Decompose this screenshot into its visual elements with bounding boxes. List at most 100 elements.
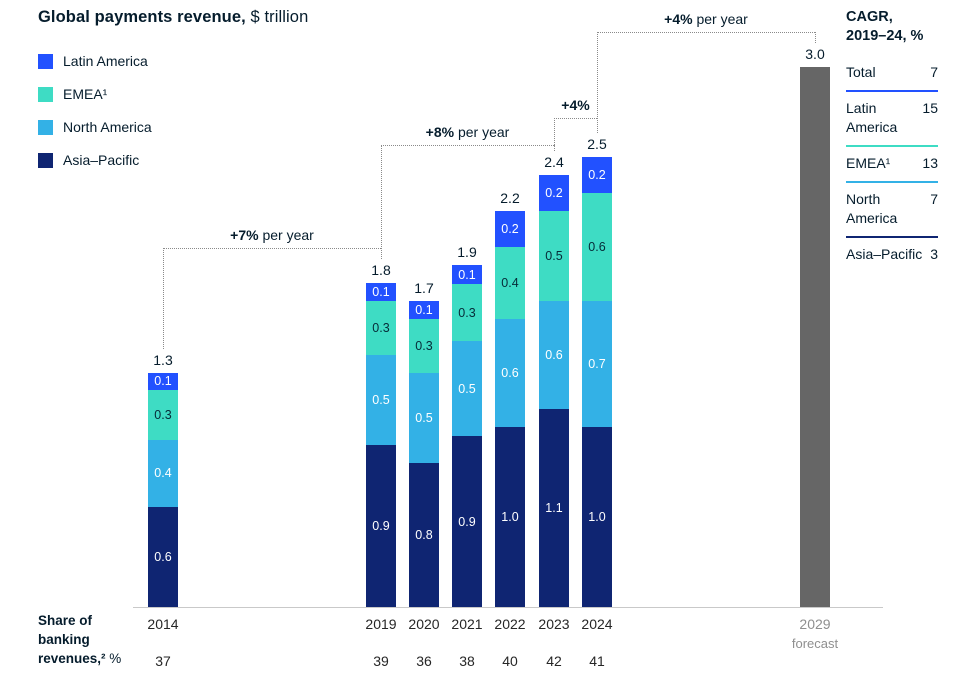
bar-total-label: 1.8 [371,262,391,278]
bar-segment-latin-america: 0.1 [452,265,482,284]
cagr-panel-heading: CAGR, 2019–24, % [846,8,938,46]
bar-total-label: 2.4 [544,154,564,170]
x-axis-label: 2023 [538,616,570,632]
bar-segment-asia-pacific: 1.0 [495,427,525,607]
cagr-row-value: 13 [922,155,938,171]
forecast-bar [800,67,830,607]
growth-rate: +4% [664,11,693,27]
legend: Latin America EMEA¹ North America Asia–Paci… [38,50,152,182]
cagr-row-label: Total [846,64,876,80]
bar-segment-asia-pacific: 0.8 [409,463,439,607]
bar-segment-latin-america: 0.1 [366,283,396,301]
x-axis-line [133,607,883,608]
bar-segment-asia-pacific: 0.6 [148,506,178,607]
bar-total-label: 3.0 [805,46,825,62]
share-of-banking-revenues-label: Share of banking revenues,² % [38,611,144,668]
x-axis-label: 2019 [365,616,397,632]
cagr-panel: CAGR, 2019–24, % Total 7 Latin America 15 EM… [846,8,938,272]
legend-item-asia-pacific: Asia–Pacific [38,149,152,171]
cagr-row-value: 7 [930,191,938,207]
legend-swatch-asia-pacific [38,152,53,168]
bar-segment-north-america: 0.6 [495,319,525,427]
bar-total-label: 1.3 [153,352,173,368]
chart-title-unit: $ trillion [245,8,309,26]
legend-swatch-north-america [38,119,53,135]
bar-segment-emea: 0.3 [409,319,439,373]
cagr-row-value: 3 [930,246,938,262]
bar-segment-north-america: 0.7 [582,301,612,427]
growth-rate: +4% [561,97,590,113]
legend-label-asia-pacific: Asia–Pacific [63,152,140,168]
growth-rate: +7% [230,227,259,243]
bar-segment-asia-pacific: 0.9 [452,436,482,607]
growth-bracket-line [597,32,815,33]
bar-segment-north-america: 0.5 [409,373,439,463]
growth-bracket-line [554,118,555,151]
cagr-row-north-america: North America 7 [846,181,938,236]
bar-total-label: 2.5 [587,136,607,152]
x-axis-label: 2024 [581,616,613,632]
legend-item-latin-america: Latin America [38,50,152,72]
share-label-suffix: % [105,651,122,666]
growth-annotation: +8% per year [426,124,510,140]
bar-segment-emea: 0.5 [539,211,569,301]
growth-bracket-line [815,32,816,43]
bar-segment-asia-pacific: 1.0 [582,427,612,607]
legend-swatch-emea [38,86,53,102]
cagr-row-latin-america: Latin America 15 [846,90,938,145]
chart-title: Global payments revenue, $ trillion [38,8,308,27]
bar-segment-emea: 0.3 [366,301,396,355]
growth-rate: +8% [425,124,455,140]
x-axis-label: 2021 [451,616,483,632]
x-axis-label: 2014 [147,616,179,632]
growth-rate-suffix: per year [258,227,314,243]
cagr-row-asia-pacific: Asia–Pacific 3 [846,236,938,272]
bar-segment-asia-pacific: 0.9 [366,445,396,607]
bar-segment-emea: 0.4 [495,247,525,319]
growth-bracket-line [163,248,164,349]
growth-rate-suffix: per year [692,11,748,27]
share-of-banking-value: 37 [155,653,171,669]
legend-label-latin-america: Latin America [63,53,148,69]
growth-bracket-line [381,145,554,146]
bar-segment-latin-america: 0.2 [495,211,525,247]
legend-item-north-america: North America [38,116,152,138]
growth-rate-suffix: per year [454,124,510,140]
bar-segment-latin-america: 0.1 [148,373,178,390]
cagr-heading-line2: 2019–24, % [846,28,924,44]
legend-label-emea: EMEA¹ [63,86,108,102]
chart-title-bold: Global payments revenue, [38,8,246,26]
cagr-row-label: North America [846,191,898,226]
cagr-heading-line1: CAGR, [846,9,893,25]
legend-label-north-america: North America [63,119,152,135]
forecast-note: forecast [791,636,839,651]
cagr-row-value: 7 [930,64,938,80]
cagr-row-emea: EMEA¹ 13 [846,145,938,181]
share-of-banking-value: 38 [459,653,475,669]
bar-segment-emea: 0.6 [582,193,612,301]
growth-annotation: +4% [561,97,589,113]
share-of-banking-value: 42 [546,653,562,669]
growth-bracket-line [163,248,381,249]
share-of-banking-value: 40 [502,653,518,669]
bar-segment-latin-america: 0.2 [539,175,569,211]
bar-segment-asia-pacific: 1.1 [539,409,569,607]
cagr-rows: Total 7 Latin America 15 EMEA¹ 13 North Americ… [846,56,938,272]
legend-swatch-latin-america [38,53,53,69]
bar-segment-north-america: 0.4 [148,439,178,507]
x-axis-label: 2020 [408,616,440,632]
x-axis-label: 2029 forecast [780,616,850,652]
growth-bracket-line [597,32,598,133]
share-of-banking-value: 36 [416,653,432,669]
share-label-text: Share of banking revenues,² [38,613,106,666]
bar-segment-north-america: 0.5 [366,355,396,445]
x-axis-label: 2022 [494,616,526,632]
cagr-row-label: Asia–Pacific [846,246,923,262]
bar-segment-north-america: 0.5 [452,341,482,436]
bar-total-label: 1.9 [457,244,477,260]
bar-segment-emea: 0.3 [452,284,482,341]
bar-segment-emea: 0.3 [148,389,178,440]
cagr-row-value: 15 [922,100,938,116]
